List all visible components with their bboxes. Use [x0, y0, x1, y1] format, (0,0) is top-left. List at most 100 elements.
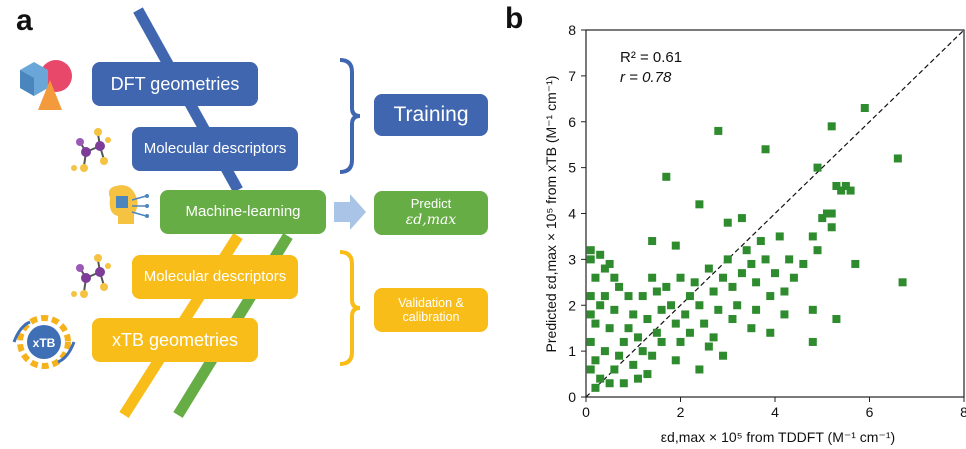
panel-letter-b: b — [505, 2, 524, 35]
data-point — [808, 305, 817, 314]
data-point — [586, 365, 595, 374]
data-point — [827, 209, 836, 218]
data-point — [761, 145, 770, 154]
data-point — [756, 237, 765, 246]
data-point — [671, 241, 680, 250]
data-point — [591, 383, 600, 392]
data-point — [662, 172, 671, 181]
y-tick-label: 2 — [568, 297, 576, 313]
data-point — [586, 292, 595, 301]
data-point — [643, 370, 652, 379]
data-point — [657, 305, 666, 314]
data-point — [714, 126, 723, 135]
data-point — [742, 246, 751, 255]
data-point — [775, 232, 784, 241]
y-tick-label: 1 — [568, 343, 576, 359]
data-point — [747, 324, 756, 333]
data-point — [695, 301, 704, 310]
data-point — [648, 237, 657, 246]
data-point — [676, 273, 685, 282]
y-tick-label: 8 — [568, 22, 576, 38]
data-point — [827, 122, 836, 131]
data-point — [837, 186, 846, 195]
data-point — [685, 292, 694, 301]
y-axis-label: Predicted εd,max × 10⁵ from xTB (M⁻¹ cm⁻… — [543, 76, 559, 353]
data-point — [662, 282, 671, 291]
data-point — [667, 301, 676, 310]
data-point — [728, 315, 737, 324]
data-point — [643, 315, 652, 324]
x-tick-label: 8 — [960, 404, 966, 420]
data-point — [605, 324, 614, 333]
molecule-icon-bottom — [71, 254, 111, 298]
data-point — [841, 181, 850, 190]
data-point — [785, 255, 794, 264]
dft-geometries-box: DFT geometries — [92, 62, 258, 106]
data-point — [671, 319, 680, 328]
data-point — [723, 218, 732, 227]
data-point — [860, 103, 869, 112]
data-point — [761, 255, 770, 264]
y-tick-label: 4 — [568, 206, 576, 222]
data-point — [596, 250, 605, 259]
x-tick-label: 0 — [582, 404, 590, 420]
y-tick-label: 7 — [568, 68, 576, 84]
data-point — [709, 333, 718, 342]
validation-calibration-box: Validation & calibration — [374, 288, 488, 332]
data-point — [619, 337, 628, 346]
data-point — [822, 209, 831, 218]
data-point — [709, 287, 718, 296]
y-tick-label: 5 — [568, 160, 576, 176]
data-point — [685, 328, 694, 337]
x-tick-label: 2 — [677, 404, 685, 420]
data-point — [681, 310, 690, 319]
data-point — [600, 292, 609, 301]
data-point — [657, 337, 666, 346]
data-point — [591, 356, 600, 365]
data-point — [610, 365, 619, 374]
training-bracket — [339, 58, 361, 174]
plot-area: 0 2 4 6 8 0 1 2 3 4 5 6 7 8 — [568, 22, 966, 420]
data-point — [633, 333, 642, 342]
data-point — [610, 305, 619, 314]
data-point — [629, 360, 638, 369]
data-point — [615, 351, 624, 360]
r2-annotation: R² = 0.61 — [620, 49, 682, 66]
data-point — [851, 259, 860, 268]
predict-box: Predict εd,max — [374, 191, 488, 235]
data-point — [596, 301, 605, 310]
data-point — [780, 310, 789, 319]
data-point — [586, 255, 595, 264]
data-point — [652, 328, 661, 337]
data-point — [629, 310, 638, 319]
molecule-icon-top — [71, 128, 111, 172]
data-point — [586, 246, 595, 255]
molecular-descriptors-box-validation: Molecular descriptors — [132, 255, 298, 299]
y-tick-label: 3 — [568, 251, 576, 267]
data-point — [752, 278, 761, 287]
data-point — [624, 324, 633, 333]
data-point — [813, 246, 822, 255]
data-point — [733, 301, 742, 310]
x-axis-label: εd,max × 10⁵ from TDDFT (M⁻¹ cm⁻¹) — [661, 429, 895, 445]
data-point — [596, 374, 605, 383]
geometry-shapes-icon — [20, 60, 72, 110]
scatter-plot: 0 2 4 6 8 0 1 2 3 4 5 6 7 8 R² = 0.61 r = 0.78 εd,max… — [543, 22, 966, 445]
data-point — [638, 292, 647, 301]
data-point — [690, 278, 699, 287]
data-point — [827, 223, 836, 232]
data-point — [728, 282, 737, 291]
training-box: Training — [374, 94, 488, 136]
data-point — [737, 269, 746, 278]
data-point — [766, 328, 775, 337]
data-point — [648, 351, 657, 360]
data-point — [704, 264, 713, 273]
data-point — [610, 273, 619, 282]
predict-arrow-icon — [334, 194, 366, 230]
data-point — [780, 287, 789, 296]
data-point — [624, 292, 633, 301]
data-point — [898, 278, 907, 287]
predict-label: Predict — [410, 196, 452, 212]
panel-letter-a: a — [16, 4, 33, 37]
data-point — [813, 163, 822, 172]
